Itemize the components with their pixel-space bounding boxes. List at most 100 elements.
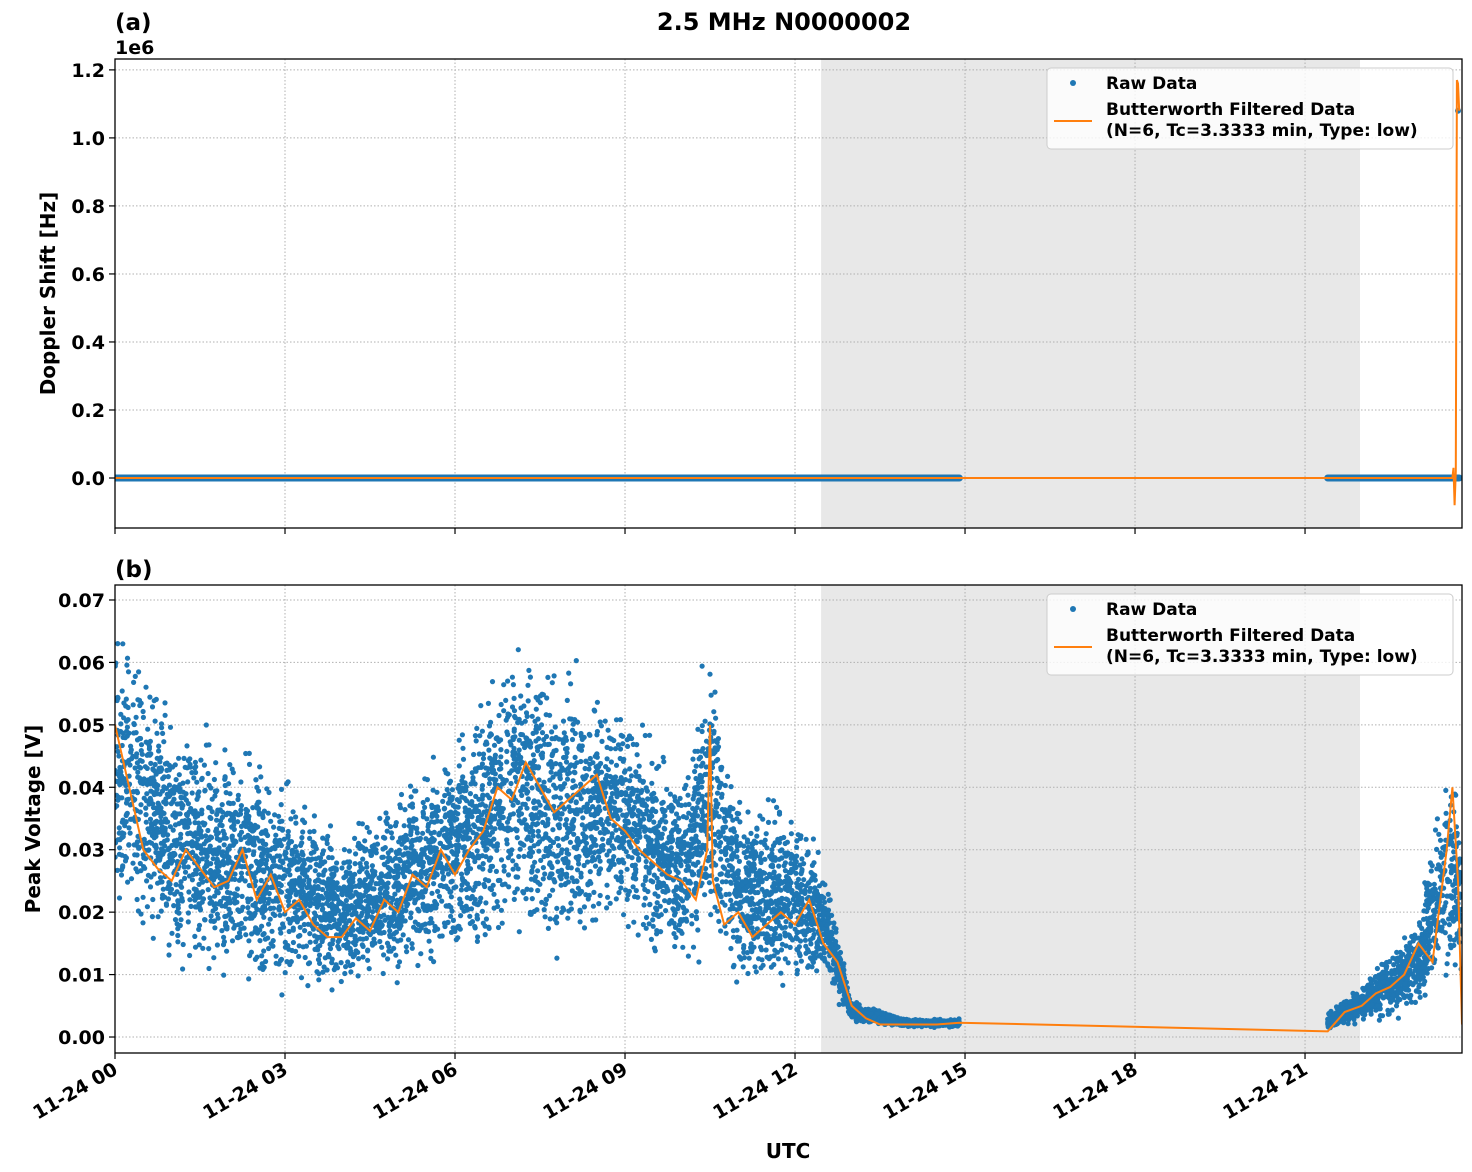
- raw-data-point: [227, 762, 233, 768]
- raw-data-point: [478, 764, 484, 771]
- raw-data-point: [609, 857, 616, 864]
- raw-data-point: [396, 884, 402, 890]
- raw-data-point: [362, 919, 369, 925]
- raw-data-point: [576, 853, 582, 860]
- raw-data-point: [282, 939, 288, 946]
- raw-data-point: [459, 904, 465, 910]
- raw-data-point: [245, 905, 251, 911]
- raw-data-point: [384, 873, 390, 879]
- raw-data-point: [547, 916, 553, 922]
- raw-data-point: [483, 900, 489, 906]
- raw-data-point: [560, 784, 566, 790]
- raw-data-point: [524, 886, 530, 892]
- raw-data-point: [737, 819, 743, 825]
- raw-data-point: [238, 803, 244, 809]
- raw-data-point: [694, 821, 700, 827]
- raw-data-point: [155, 914, 161, 920]
- raw-data-point: [593, 769, 599, 775]
- raw-data-point: [350, 961, 356, 968]
- raw-data-point: [212, 793, 218, 799]
- raw-data-point: [529, 896, 535, 902]
- raw-data-point: [682, 785, 688, 792]
- raw-data-point: [625, 820, 632, 826]
- raw-data-point: [658, 854, 664, 860]
- raw-data-point: [463, 787, 469, 794]
- raw-data-point: [235, 907, 241, 913]
- raw-data-point: [625, 923, 631, 930]
- raw-data-point: [449, 815, 455, 821]
- raw-data-point: [186, 820, 192, 826]
- raw-data-point: [472, 766, 478, 772]
- raw-data-point: [176, 821, 182, 827]
- raw-data-point: [485, 766, 491, 772]
- raw-data-point: [289, 847, 295, 854]
- raw-data-point: [277, 837, 283, 844]
- raw-data-point: [623, 790, 629, 796]
- raw-data-point: [581, 789, 587, 795]
- raw-data-point: [385, 956, 391, 962]
- raw-data-point: [319, 902, 325, 908]
- raw-data-point: [201, 762, 207, 768]
- raw-data-point: [341, 875, 347, 881]
- raw-data-point: [295, 907, 301, 913]
- raw-data-point: [475, 814, 481, 821]
- raw-data-point: [307, 835, 313, 842]
- raw-data-point: [409, 945, 415, 951]
- raw-data-point: [347, 890, 353, 896]
- raw-data-point: [592, 857, 598, 863]
- raw-data-point: [176, 910, 182, 916]
- raw-data-point: [341, 902, 347, 908]
- raw-data-point: [148, 779, 154, 785]
- raw-data-point: [376, 895, 382, 902]
- raw-data-point: [476, 864, 483, 870]
- raw-data-point: [180, 802, 186, 809]
- raw-data-point: [425, 824, 431, 830]
- raw-data-point: [449, 878, 455, 884]
- raw-data-point: [422, 804, 428, 811]
- raw-data-point: [725, 773, 731, 780]
- raw-data-point: [515, 719, 521, 726]
- raw-data-point: [320, 835, 326, 841]
- raw-data-point: [257, 764, 263, 770]
- raw-data-point: [483, 837, 489, 843]
- raw-data-point: [326, 854, 332, 861]
- raw-data-point: [723, 850, 729, 856]
- raw-data-point: [223, 835, 229, 841]
- raw-data-point: [506, 884, 512, 890]
- raw-data-point: [302, 872, 308, 878]
- raw-data-point: [369, 878, 375, 884]
- raw-data-point: [548, 863, 554, 869]
- raw-data-point: [619, 857, 625, 863]
- raw-data-point: [158, 829, 164, 835]
- raw-data-point: [231, 822, 237, 828]
- raw-data-point: [518, 693, 524, 699]
- raw-data-point: [771, 870, 777, 876]
- raw-data-point: [530, 752, 537, 758]
- raw-data-point: [727, 804, 734, 811]
- raw-data-point: [636, 763, 642, 769]
- raw-data-point: [282, 970, 288, 976]
- raw-data-point: [511, 726, 517, 732]
- raw-data-point: [395, 873, 401, 879]
- raw-data-point: [487, 867, 493, 874]
- raw-data-point: [617, 717, 624, 723]
- raw-data-point: [741, 834, 747, 840]
- raw-data-point: [664, 786, 670, 793]
- raw-data-point: [184, 813, 190, 819]
- raw-data-point: [514, 835, 520, 841]
- raw-data-point: [169, 842, 175, 849]
- raw-data-point: [566, 770, 573, 776]
- raw-data-point: [447, 835, 453, 841]
- raw-data-point: [374, 923, 380, 929]
- raw-data-point: [549, 752, 555, 759]
- raw-data-point: [263, 861, 269, 867]
- raw-data-point: [491, 891, 497, 897]
- raw-data-point: [674, 823, 680, 829]
- raw-data-point: [258, 830, 264, 837]
- raw-data-point: [190, 810, 196, 816]
- raw-data-point: [319, 851, 326, 857]
- raw-data-point: [203, 850, 209, 856]
- raw-data-point: [206, 946, 212, 952]
- raw-data-point: [124, 728, 130, 734]
- raw-data-point: [180, 966, 186, 972]
